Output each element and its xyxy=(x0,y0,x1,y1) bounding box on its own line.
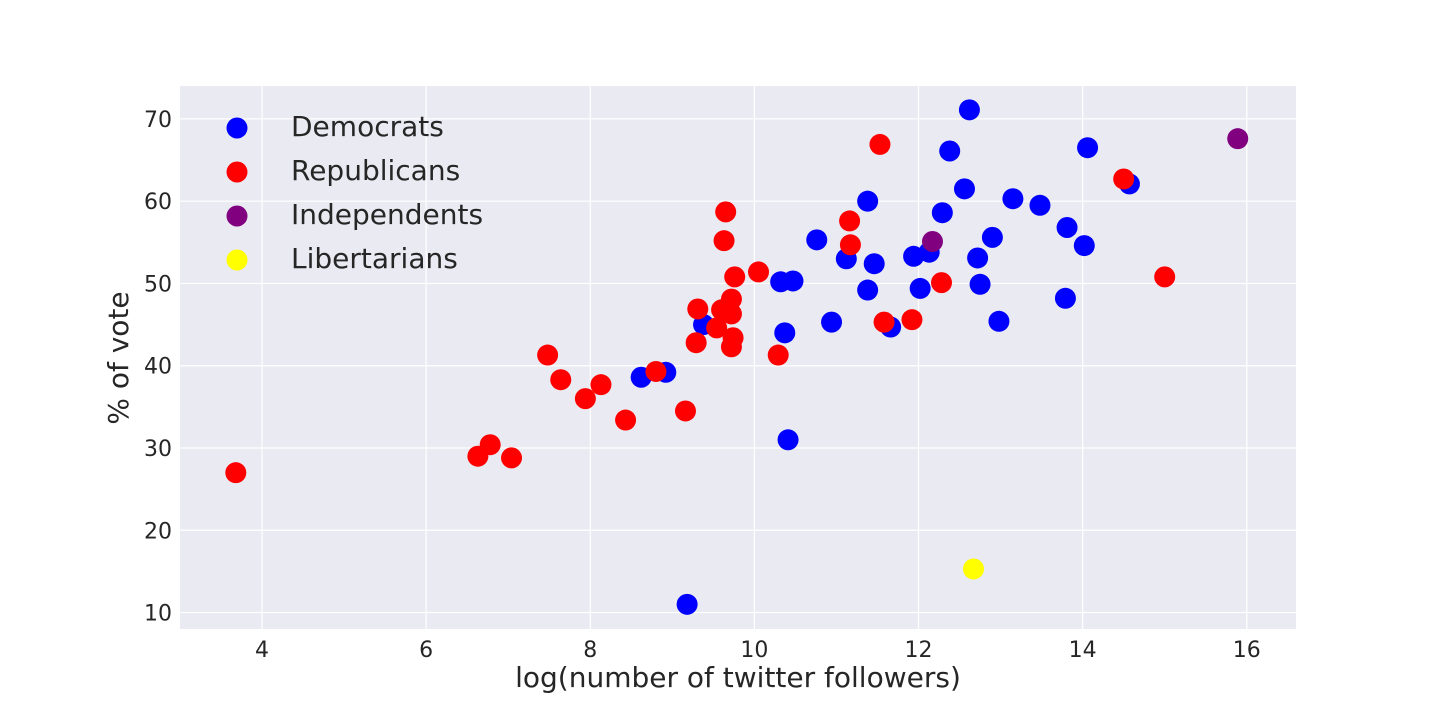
x-tick-label: 10 xyxy=(740,638,768,663)
data-point xyxy=(953,178,975,200)
data-point xyxy=(931,272,953,294)
data-point xyxy=(1029,194,1051,216)
data-point xyxy=(724,266,746,288)
data-point xyxy=(615,409,637,431)
data-point xyxy=(715,201,737,223)
data-point xyxy=(722,327,744,349)
data-point xyxy=(720,303,742,325)
data-point xyxy=(676,593,698,615)
data-point xyxy=(590,374,612,396)
x-axis-title: log(number of twitter followers) xyxy=(515,661,961,694)
data-point xyxy=(839,210,861,232)
y-tick-label: 70 xyxy=(144,108,172,133)
tick-labels: 4 6 8 10 12 14 16 10 20 30 40 50 60 70 xyxy=(144,108,1261,663)
data-point xyxy=(839,234,861,256)
data-point xyxy=(501,447,523,469)
x-tick-label: 6 xyxy=(419,638,433,663)
data-point xyxy=(713,230,735,252)
data-point xyxy=(963,558,985,580)
data-point xyxy=(921,230,943,252)
data-point xyxy=(537,344,559,366)
data-point xyxy=(857,279,879,301)
data-point xyxy=(748,261,770,283)
data-point xyxy=(1113,168,1135,190)
data-point xyxy=(1002,188,1024,210)
data-point xyxy=(1054,287,1076,309)
plot-area-background xyxy=(180,86,1296,629)
data-point xyxy=(939,140,961,162)
data-point xyxy=(1154,266,1176,288)
data-point xyxy=(1227,128,1249,150)
x-tick-label: 8 xyxy=(583,638,597,663)
legend-marker xyxy=(226,117,248,139)
data-point xyxy=(777,429,799,451)
data-point xyxy=(981,226,1003,248)
data-points xyxy=(225,99,1249,615)
data-point xyxy=(909,277,931,299)
y-axis-title: % of vote xyxy=(102,291,135,424)
data-point xyxy=(550,369,572,391)
data-point xyxy=(967,247,989,269)
data-point xyxy=(869,133,891,155)
data-point xyxy=(901,309,923,331)
data-point xyxy=(767,344,789,366)
data-point xyxy=(1073,235,1095,257)
series-independents xyxy=(921,128,1249,252)
legend-label: Republicans xyxy=(291,154,460,187)
legend-marker xyxy=(226,205,248,227)
x-tick-label: 4 xyxy=(255,638,269,663)
series-republicans xyxy=(225,133,1176,484)
y-tick-label: 20 xyxy=(144,519,172,544)
legend-label: Independents xyxy=(291,198,483,231)
grid xyxy=(180,86,1296,629)
legend-label: Democrats xyxy=(291,110,444,143)
data-point xyxy=(1077,137,1099,159)
series-libertarians xyxy=(963,558,985,580)
data-point xyxy=(479,434,501,456)
data-point xyxy=(969,273,991,295)
x-tick-label: 14 xyxy=(1069,638,1097,663)
y-tick-label: 50 xyxy=(144,272,172,297)
data-point xyxy=(674,400,696,422)
data-point xyxy=(720,288,742,310)
data-point xyxy=(958,99,980,121)
data-point xyxy=(863,253,885,275)
legend: Democrats Republicans Independents Libertar… xyxy=(226,110,483,275)
legend-marker xyxy=(226,161,248,183)
data-point xyxy=(645,360,667,382)
x-tick-label: 16 xyxy=(1233,638,1261,663)
data-point xyxy=(687,298,709,320)
x-tick-label: 12 xyxy=(905,638,933,663)
data-point xyxy=(988,310,1010,332)
y-tick-label: 30 xyxy=(144,437,172,462)
y-tick-label: 60 xyxy=(144,190,172,215)
data-point xyxy=(782,270,804,292)
data-point xyxy=(685,332,707,354)
data-point xyxy=(706,317,728,339)
data-point xyxy=(1056,217,1078,239)
data-point xyxy=(857,190,879,212)
data-point xyxy=(225,462,247,484)
data-point xyxy=(821,311,843,333)
legend-marker xyxy=(226,249,248,271)
y-tick-label: 10 xyxy=(144,602,172,627)
y-tick-label: 40 xyxy=(144,355,172,380)
data-point xyxy=(774,322,796,344)
data-point xyxy=(931,202,953,224)
data-point xyxy=(806,229,828,251)
legend-label: Libertarians xyxy=(291,242,458,275)
data-point xyxy=(574,388,596,410)
data-point xyxy=(873,311,895,333)
